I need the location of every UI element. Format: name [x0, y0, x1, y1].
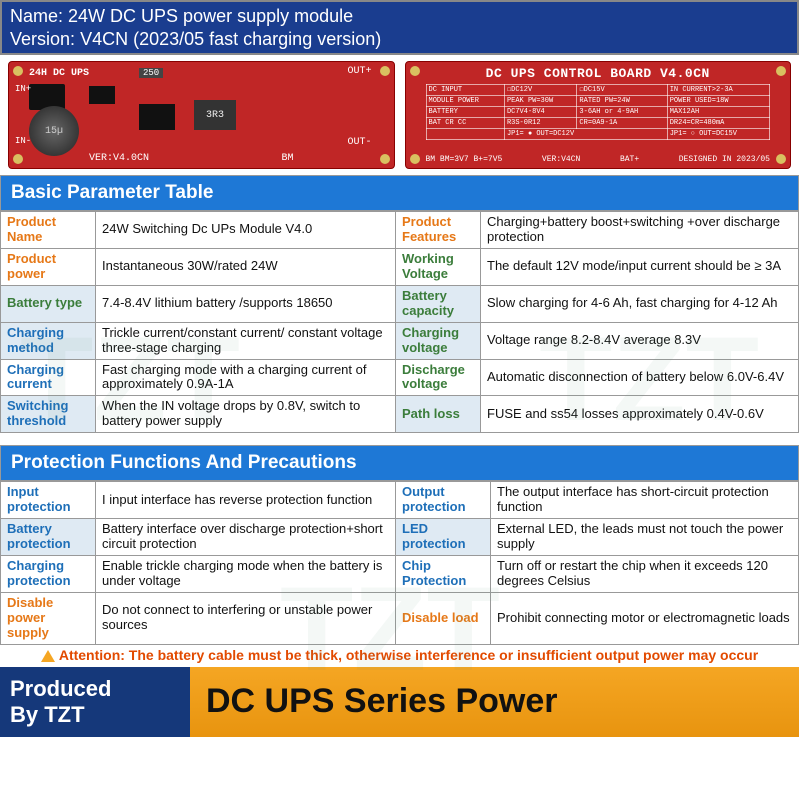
- protection-table: Input protectionI input interface has re…: [0, 481, 799, 644]
- warning-icon: [41, 650, 55, 662]
- param-value: When the IN voltage drops by 0.8V, switc…: [96, 396, 396, 433]
- param-value: Do not connect to interfering or unstabl…: [96, 592, 396, 644]
- param-value: Voltage range 8.2-8.4V average 8.3V: [481, 322, 799, 359]
- table1-header: Basic Parameter Table: [0, 175, 799, 211]
- param-label: Product Features: [396, 212, 481, 249]
- param-value: Fast charging mode with a charging curre…: [96, 359, 396, 396]
- param-label: Battery type: [1, 285, 96, 322]
- name-label: Name:: [10, 6, 63, 26]
- pcb-chip: [89, 86, 115, 104]
- pcb-label: 24H DC UPS: [29, 68, 89, 79]
- param-value: FUSE and ss54 losses approximately 0.4V-…: [481, 396, 799, 433]
- param-label: Working Voltage: [396, 248, 481, 285]
- param-label: Charging protection: [1, 556, 96, 593]
- version-label: Version:: [10, 29, 75, 49]
- param-label: Charging current: [1, 359, 96, 396]
- pcb-back: DC UPS CONTROL BOARD V4.0CN DC INPUT☐DC1…: [405, 61, 792, 169]
- param-label: Disable load: [396, 592, 491, 644]
- param-label: Switching threshold: [1, 396, 96, 433]
- param-value: Prohibit connecting motor or electromagn…: [491, 592, 799, 644]
- param-label: Output protection: [396, 482, 491, 519]
- param-value: Trickle current/constant current/ consta…: [96, 322, 396, 359]
- pcb-bm: BM: [281, 153, 293, 164]
- pcb-bat: BAT+: [620, 155, 639, 164]
- param-label: LED protection: [396, 519, 491, 556]
- footer-producer: Produced By TZT: [0, 667, 190, 737]
- pcb-out-plus: OUT+: [347, 66, 371, 77]
- version-value: V4CN (2023/05 fast charging version): [80, 29, 381, 49]
- param-value: Charging+battery boost+switching +over d…: [481, 212, 799, 249]
- param-value: Enable trickle charging mode when the ba…: [96, 556, 396, 593]
- table2-header: Protection Functions And Precautions: [0, 445, 799, 481]
- param-label: Battery protection: [1, 519, 96, 556]
- pcb-back-title: DC UPS CONTROL BOARD V4.0CN: [426, 66, 771, 81]
- pcb-inductor: 15µ: [29, 106, 79, 156]
- param-label: Battery capacity: [396, 285, 481, 322]
- pcb-resistor: 250: [139, 68, 163, 78]
- param-value: Slow charging for 4-6 Ah, fast charging …: [481, 285, 799, 322]
- param-label: Disable power supply: [1, 592, 96, 644]
- pcb-bm: BM BM=3V7 B+=7V5: [426, 155, 503, 164]
- param-label: Input protection: [1, 482, 96, 519]
- pcb-chip: [139, 104, 175, 130]
- pcb-version: VER:V4.0CN: [89, 153, 149, 164]
- pcb-out-minus: OUT-: [347, 137, 371, 148]
- pcb-boards: 24H DC UPS 250 15µ 3R3 VER:V4.0CN OUT+ O…: [0, 55, 799, 175]
- pcb-in-minus: IN-: [15, 136, 31, 146]
- param-value: Turn off or restart the chip when it exc…: [491, 556, 799, 593]
- param-value: The default 12V mode/input current shoul…: [481, 248, 799, 285]
- name-value: 24W DC UPS power supply module: [68, 6, 353, 26]
- header-banner: Name: 24W DC UPS power supply module Ver…: [0, 0, 799, 55]
- param-value: I input interface has reverse protection…: [96, 482, 396, 519]
- param-value: The output interface has short-circuit p…: [491, 482, 799, 519]
- param-value: External LED, the leads must not touch t…: [491, 519, 799, 556]
- param-label: Discharge voltage: [396, 359, 481, 396]
- pcb-ver: VER:V4CN: [542, 155, 580, 164]
- param-value: 24W Switching Dc UPs Module V4.0: [96, 212, 396, 249]
- param-label: Product Name: [1, 212, 96, 249]
- basic-parameter-table: Product Name24W Switching Dc UPs Module …: [0, 211, 799, 433]
- warning-text: Attention: The battery cable must be thi…: [0, 645, 799, 667]
- pcb-front: 24H DC UPS 250 15µ 3R3 VER:V4.0CN OUT+ O…: [8, 61, 395, 169]
- pcb-designed: DESIGNED IN 2023/05: [679, 155, 770, 164]
- footer-title: DC UPS Series Power: [190, 667, 799, 737]
- pcb-spec-table: DC INPUT☐DC12V☐DC15VIN CURRENT>2-3A MODU…: [426, 84, 771, 140]
- param-label: Product power: [1, 248, 96, 285]
- param-value: Automatic disconnection of battery below…: [481, 359, 799, 396]
- param-value: Battery interface over discharge protect…: [96, 519, 396, 556]
- footer: Produced By TZT DC UPS Series Power: [0, 667, 799, 737]
- param-label: Charging voltage: [396, 322, 481, 359]
- param-label: Path loss: [396, 396, 481, 433]
- pcb-in-plus: IN+: [15, 84, 31, 94]
- param-label: Charging method: [1, 322, 96, 359]
- pcb-inductor: 3R3: [194, 100, 236, 130]
- param-value: 7.4-8.4V lithium battery /supports 18650: [96, 285, 396, 322]
- param-value: Instantaneous 30W/rated 24W: [96, 248, 396, 285]
- param-label: Chip Protection: [396, 556, 491, 593]
